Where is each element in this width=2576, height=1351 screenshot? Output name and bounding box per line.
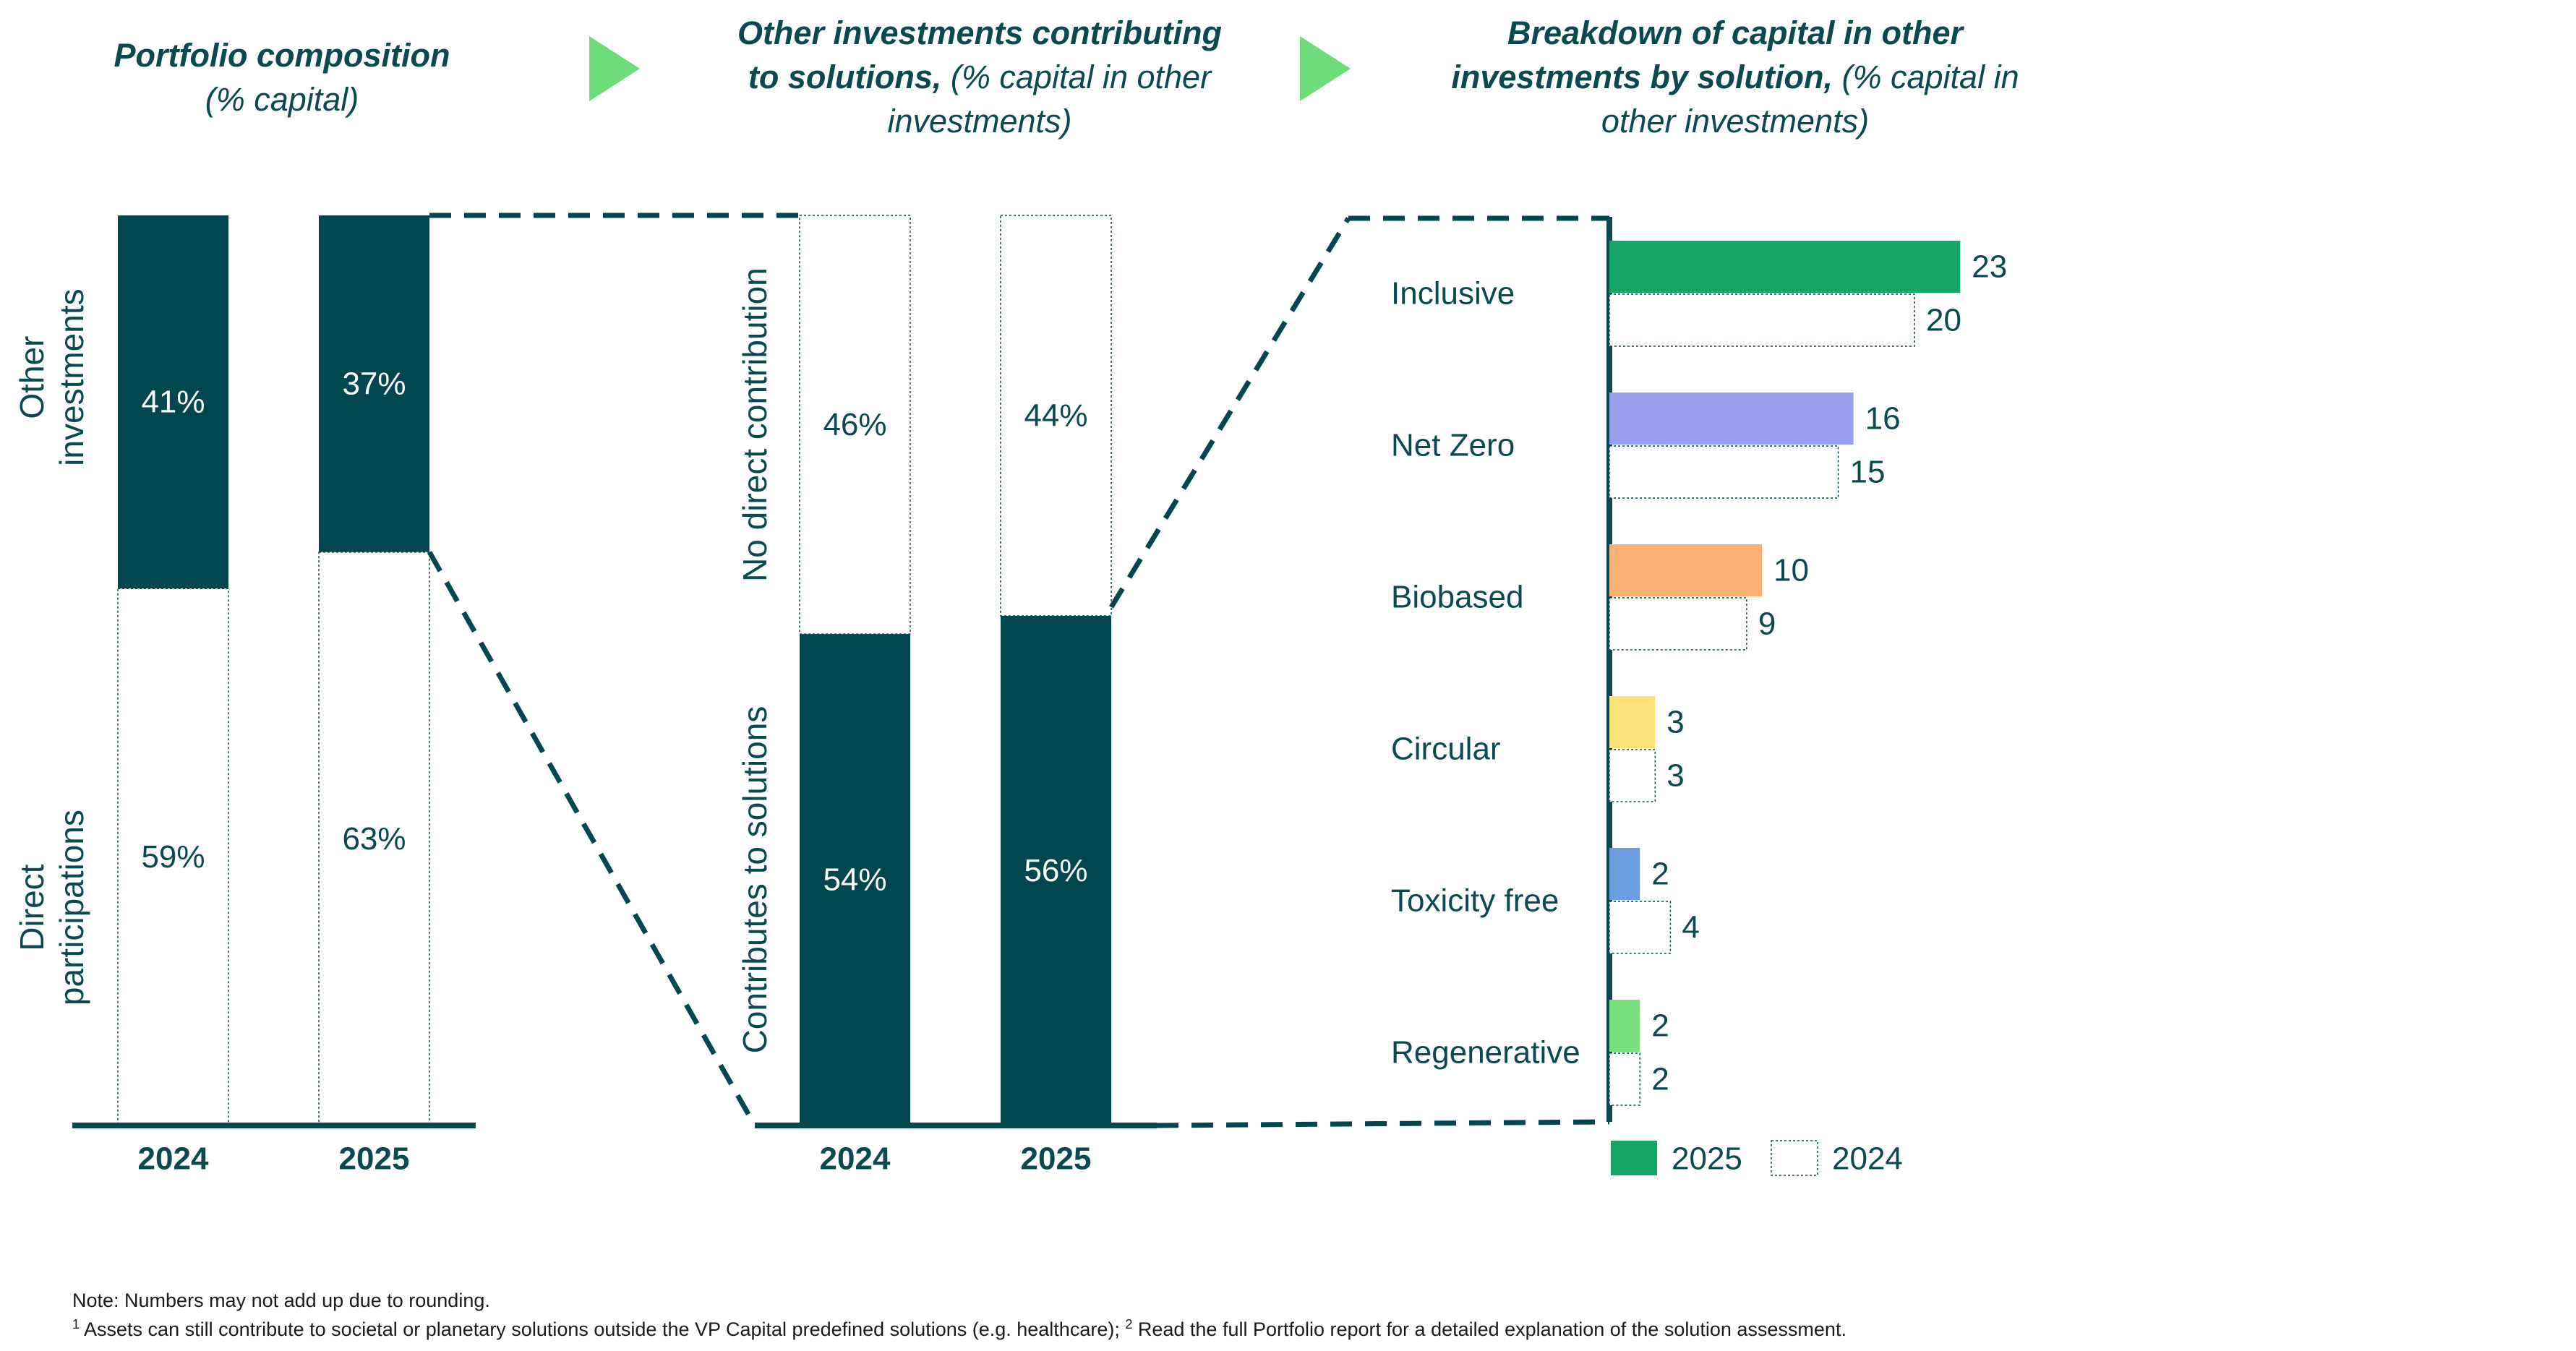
- row-label-other-investments-line2: investments: [53, 288, 90, 466]
- header-breakdown-subtitle-line2: other investments): [1601, 103, 1870, 140]
- category-label-inclusive: Inclusive: [1391, 276, 1515, 312]
- value-label-circular-2025: 3: [1666, 705, 1684, 740]
- value-label-inclusive-2024: 20: [1926, 303, 1961, 338]
- footnote-text-1: Assets can still contribute to societal …: [80, 1318, 1126, 1340]
- bar-no-direct-contribution-2024: [799, 215, 911, 635]
- header-portfolio-title: Portfolio composition: [114, 37, 450, 74]
- value-label-inclusive-2025: 23: [1972, 249, 2007, 285]
- category-label-biobased: Biobased: [1391, 580, 1523, 615]
- bar-direct-participations-2024: [117, 588, 229, 1126]
- header-other-title-line1: Other investments contributing: [737, 14, 1223, 51]
- footnote-note: Note: Numbers may not add up due to roun…: [72, 1290, 490, 1311]
- value-label-other-investments-2025: 37%: [342, 366, 406, 401]
- value-label-toxicity-free-2025: 2: [1651, 857, 1669, 892]
- header-breakdown: Breakdown of capital in other investment…: [1374, 11, 2097, 143]
- zoom-connector-bottom: [1156, 1119, 1610, 1128]
- legend-swatch-2025: [1611, 1141, 1657, 1175]
- bar-other-investments-2025: [319, 215, 429, 552]
- header-other-investments: Other investments contributing to soluti…: [676, 11, 1283, 143]
- row-label-direct-participations-line1: Direct: [13, 864, 51, 951]
- bar-regenerative-2025: [1609, 1000, 1640, 1052]
- footnote-marker-1: 1: [72, 1317, 80, 1331]
- footnote-sources: 1 Assets can still contribute to societa…: [72, 1317, 1847, 1341]
- value-label-no-direct-contribution-2025: 44%: [1024, 398, 1087, 433]
- bar-inclusive-2025: [1609, 241, 1961, 293]
- x-tick-label-2024: 2024: [820, 1141, 891, 1177]
- bar-other-investments-2024: [118, 215, 228, 589]
- value-label-regenerative-2024: 2: [1651, 1062, 1669, 1097]
- series-label-no-direct-contribution: No direct contribution: [736, 267, 774, 582]
- x-tick-label-2025: 2025: [339, 1141, 410, 1177]
- x-tick-label-2025: 2025: [1021, 1141, 1092, 1177]
- bar-no-direct-contribution-2025: [1000, 215, 1112, 617]
- header-breakdown-title-line1: Breakdown of capital in other: [1507, 14, 1964, 51]
- bar-circular-2025: [1609, 696, 1656, 748]
- header-other-title-line2: to solutions,: [748, 59, 942, 95]
- zoom-connector-top: [1109, 217, 1351, 609]
- bar-direct-participations-2025: [318, 552, 430, 1126]
- bar-net-zero-2025: [1609, 393, 1854, 445]
- bar-contributes-to-solutions-2025: [1001, 615, 1111, 1125]
- value-label-contributes-to-solutions-2024: 54%: [823, 862, 886, 898]
- bar-net-zero-2024: [1609, 445, 1839, 499]
- bar-contributes-to-solutions-2024: [800, 634, 910, 1125]
- value-label-contributes-to-solutions-2025: 56%: [1024, 853, 1087, 888]
- legend-label-2024: 2024: [1832, 1141, 1903, 1177]
- value-label-circular-2024: 3: [1666, 758, 1684, 794]
- category-label-circular: Circular: [1391, 732, 1501, 767]
- row-label-other-investments-line1: Other: [13, 336, 51, 419]
- bar-circular-2024: [1609, 749, 1656, 802]
- value-label-toxicity-free-2024: 4: [1682, 910, 1699, 945]
- value-label-direct-participations-2025: 63%: [342, 821, 406, 857]
- bar-toxicity-free-2025: [1609, 848, 1640, 900]
- header-breakdown-subtitle-line1: (% capital in: [1832, 59, 2019, 95]
- series-label-contributes-to-solutions: Contributes to solutions: [736, 706, 774, 1054]
- bar-toxicity-free-2024: [1609, 901, 1672, 954]
- bar-regenerative-2024: [1609, 1052, 1640, 1106]
- footnote-marker-2: 2: [1125, 1317, 1133, 1331]
- header-portfolio-composition: Portfolio composition (% capital): [29, 33, 535, 121]
- value-label-no-direct-contribution-2024: 46%: [823, 407, 886, 442]
- zoom-connector-bottom: [427, 551, 758, 1127]
- x-tick-label-2024: 2024: [138, 1141, 209, 1177]
- legend-label-2025: 2025: [1672, 1141, 1742, 1177]
- value-label-biobased-2024: 9: [1758, 606, 1776, 642]
- bar-biobased-2025: [1609, 544, 1762, 596]
- value-label-biobased-2025: 10: [1773, 553, 1809, 588]
- header-breakdown-title-line2: investments by solution,: [1451, 59, 1833, 95]
- arrow-right-icon: [1300, 36, 1351, 101]
- header-other-subtitle-line1: (% capital in other: [941, 59, 1212, 95]
- footnote-text-2: Read the full Portfolio report for a det…: [1132, 1318, 1847, 1340]
- value-label-net-zero-2024: 15: [1850, 455, 1886, 490]
- category-label-net-zero: Net Zero: [1391, 428, 1515, 463]
- category-label-toxicity-free: Toxicity free: [1391, 883, 1559, 919]
- header-other-subtitle-line2: investments): [887, 103, 1072, 140]
- bar-biobased-2024: [1609, 597, 1747, 651]
- value-label-direct-participations-2024: 59%: [141, 839, 205, 875]
- value-label-regenerative-2025: 2: [1651, 1008, 1669, 1044]
- row-label-direct-participations-line2: participations: [53, 810, 90, 1005]
- header-portfolio-subtitle: (% capital): [205, 81, 359, 118]
- bar-inclusive-2024: [1609, 293, 1915, 347]
- legend-swatch-2024: [1771, 1140, 1818, 1176]
- category-label-regenerative: Regenerative: [1391, 1035, 1580, 1071]
- arrow-right-icon: [589, 36, 640, 101]
- value-label-net-zero-2025: 16: [1865, 401, 1901, 437]
- value-label-other-investments-2024: 41%: [141, 385, 205, 420]
